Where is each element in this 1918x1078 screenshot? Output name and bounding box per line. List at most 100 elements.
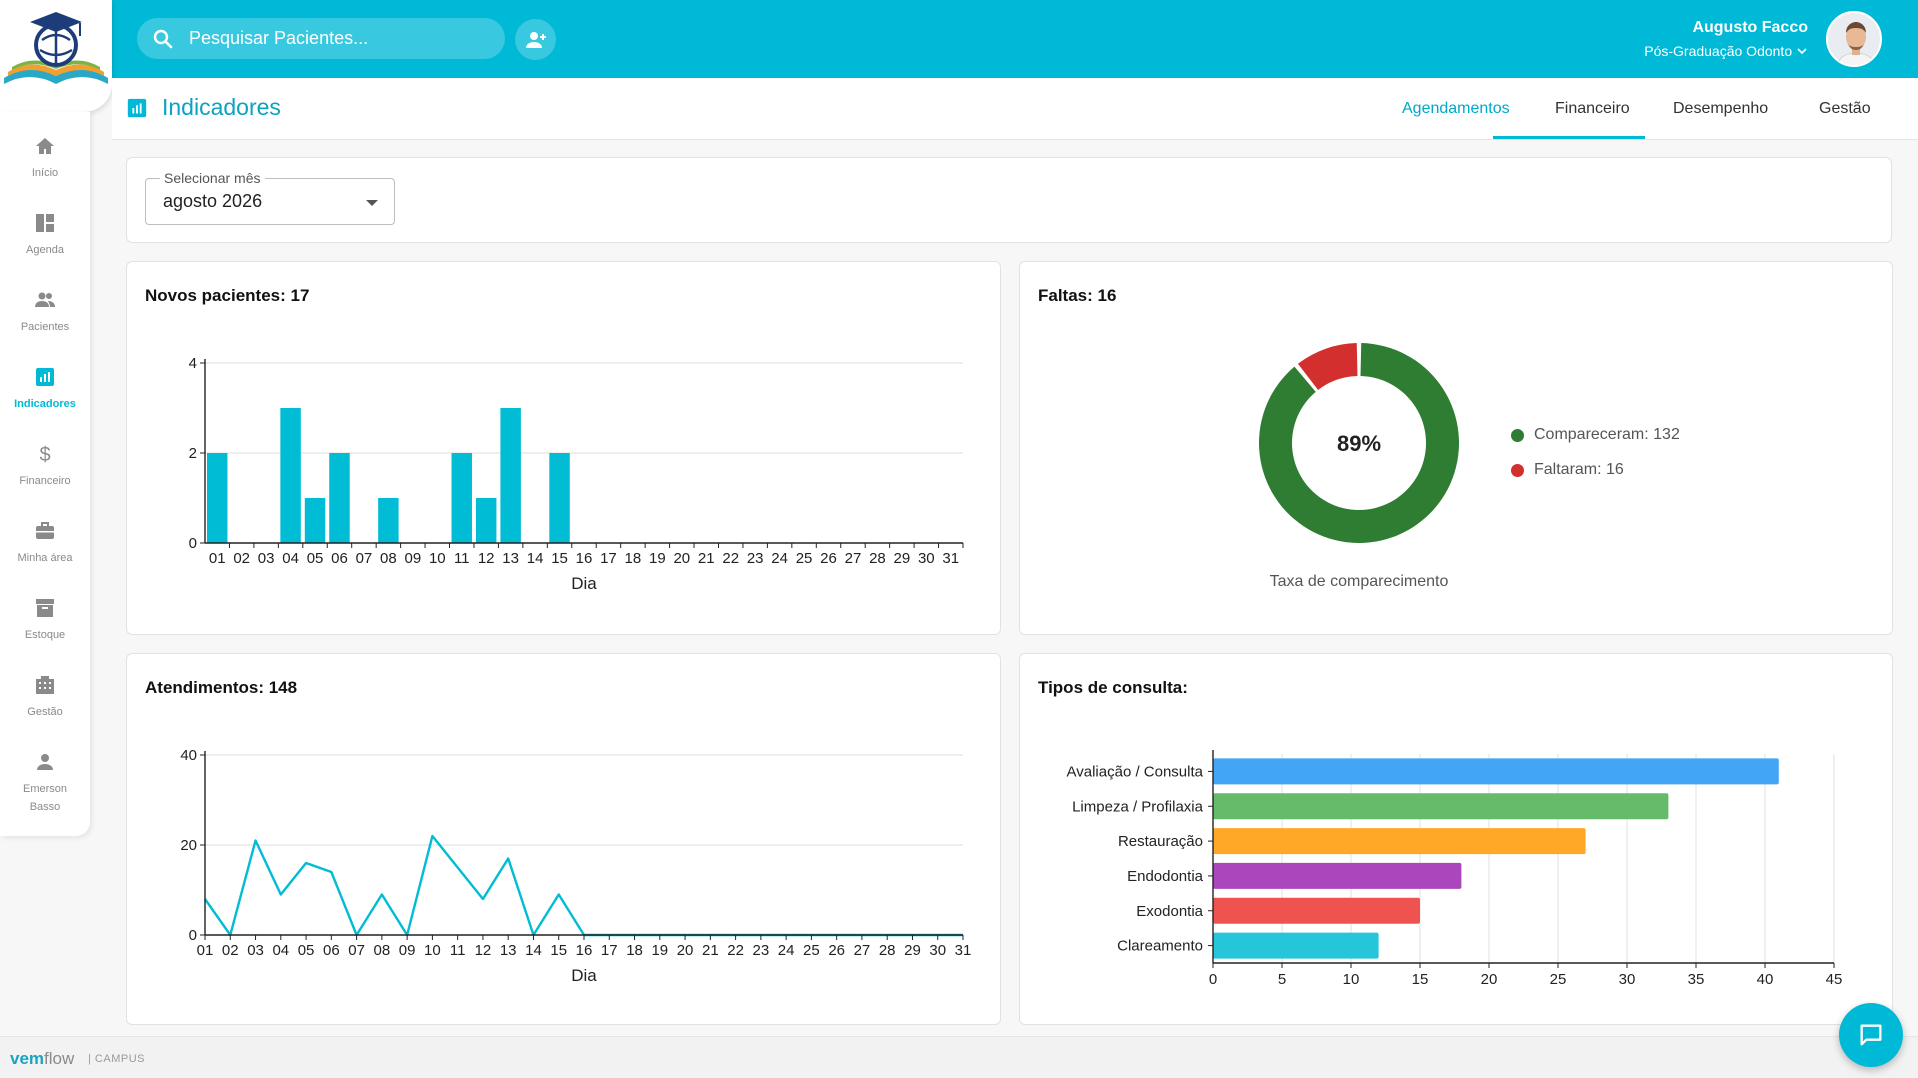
x-tick-label: 08 [380,550,397,567]
x-tick-label: 10 [424,942,441,959]
x-tick-label: 18 [625,550,642,567]
svg-text:$: $ [39,444,50,466]
bar [1213,793,1669,820]
y-tick-label: 4 [189,355,197,372]
sidebar-item-pacientes[interactable]: Pacientes [0,284,90,354]
sidebar-item-label: Agenda [26,244,64,256]
x-tick-label: 06 [323,942,340,959]
bar [378,498,399,543]
x-axis-title: Dia [571,966,597,985]
search-box[interactable] [137,18,505,59]
sidebar-item-gestao[interactable]: Gestão [0,669,90,739]
x-tick-label: 45 [1826,971,1843,988]
line-series [204,834,963,937]
bar [1213,862,1462,889]
x-tick-label: 14 [527,550,544,567]
legend-label: Faltaram: 16 [1534,461,1624,478]
x-tick-label: 16 [576,942,593,959]
page-title-text: Indicadores [162,94,281,120]
x-tick-label: 40 [1757,971,1774,988]
bar [451,453,472,543]
legend-label: Compareceram: 132 [1534,426,1680,443]
x-tick-label: 26 [820,550,837,567]
x-tick-label: 20 [673,550,690,567]
x-tick-label: 10 [1343,971,1360,988]
bar [475,498,497,543]
x-tick-label: 23 [753,942,770,959]
bar [1213,828,1586,855]
x-tick-label: 01 [209,550,226,567]
tab-financeiro[interactable]: Financeiro [1555,100,1630,117]
sidebar-item-agenda[interactable]: Agenda [0,207,90,277]
sidebar-item-label: Indicadores [14,398,76,410]
faltas-card: Faltas: 16 89% Taxa de comparecimento Com… [1019,261,1893,635]
chevron-down-icon [1797,48,1807,55]
tipos-consulta-card: Tipos de consulta: 0 5 10 15 20 25 30 35 40 45 Ava… [1019,653,1893,1025]
footer: vemflow | CAMPUS [0,1036,1918,1078]
search-input[interactable] [189,28,489,49]
month-select[interactable]: Selecionar mês agosto 2026 [145,170,395,225]
x-tick-label: 26 [828,942,845,959]
sidebar-item-label: Emerson Basso [22,783,68,813]
x-tick-label: 15 [1412,971,1429,988]
x-tick-label: 06 [331,550,348,567]
sidebar: Início Agenda Pacientes Indicadores $ Fi… [0,112,90,836]
sidebar-item-profile[interactable]: Emerson Basso [0,746,90,816]
sidebar-item-label: Início [31,167,59,179]
x-tick-label: 25 [796,550,813,567]
add-person-icon [525,31,546,48]
x-tick-label: 03 [247,942,264,959]
x-tick-label: 05 [298,942,315,959]
logo-icon [4,12,108,84]
user-menu[interactable]: Augusto Facco Pós-Graduação Odonto [1644,19,1808,59]
bar [280,408,301,543]
donut-center-label: 89% [1337,431,1381,456]
x-tick-label: 24 [778,942,795,959]
y-tick-label: 2 [189,445,197,462]
x-tick-label: 10 [429,550,446,567]
user-avatar-icon [1828,13,1880,65]
bar [207,453,228,543]
x-tick-label: 27 [845,550,862,567]
x-tick-label: 20 [677,942,694,959]
x-tick-label: 30 [929,942,946,959]
sidebar-item-minha-area[interactable]: Minha área [0,515,90,585]
sidebar-item-estoque[interactable]: Estoque [0,592,90,662]
sidebar-item-indicadores[interactable]: Indicadores [0,361,90,431]
avatar[interactable] [1826,11,1882,67]
user-program[interactable]: Pós-Graduação Odonto [1644,43,1808,59]
archive-icon [36,599,54,617]
x-tick-label: 25 [1550,971,1567,988]
add-patient-button[interactable] [515,19,556,60]
x-tick-label: 25 [803,942,820,959]
caret-down-icon [366,200,378,206]
x-tick-label: 20 [1481,971,1498,988]
sidebar-item-inicio[interactable]: Início [0,130,90,200]
y-tick-label: 20 [180,837,197,854]
legend-dot [1511,463,1524,477]
month-select-value: agosto 2026 [163,191,263,211]
x-tick-label: 09 [399,942,416,959]
x-tick-label: 30 [918,550,935,567]
month-filter-card: Selecionar mês agosto 2026 [126,157,1892,243]
sidebar-item-financeiro[interactable]: $ Financeiro [0,438,90,508]
donut-caption: Taxa de comparecimento [1270,573,1449,590]
tab-desempenho[interactable]: Desempenho [1673,100,1769,117]
x-tick-label: 05 [307,550,324,567]
donut-legend: Compareceram: 132 Faltaram: 16 [1511,426,1680,496]
x-tick-label: 01 [197,942,214,959]
tab-gestao[interactable]: Gestão [1819,100,1871,117]
bar [329,453,350,543]
app-logo[interactable] [0,0,112,112]
legend-item: Faltaram: 16 [1511,461,1680,479]
card-title: Atendimentos: 148 [145,678,298,697]
x-tick-label: 03 [258,550,275,567]
atendimentos-card: Atendimentos: 148 0 20 40 01 02 03 04 05 06 07 08 0… [126,653,1001,1025]
tab-agendamentos[interactable]: Agendamentos [1402,100,1510,117]
brand-part: flow [44,1049,75,1068]
chat-button[interactable] [1839,1003,1903,1067]
sidebar-item-label: Pacientes [20,321,70,333]
x-tick-label: 07 [356,550,373,567]
search-icon [153,29,173,48]
top-bar: Augusto Facco Pós-Graduação Odonto [0,0,1918,78]
